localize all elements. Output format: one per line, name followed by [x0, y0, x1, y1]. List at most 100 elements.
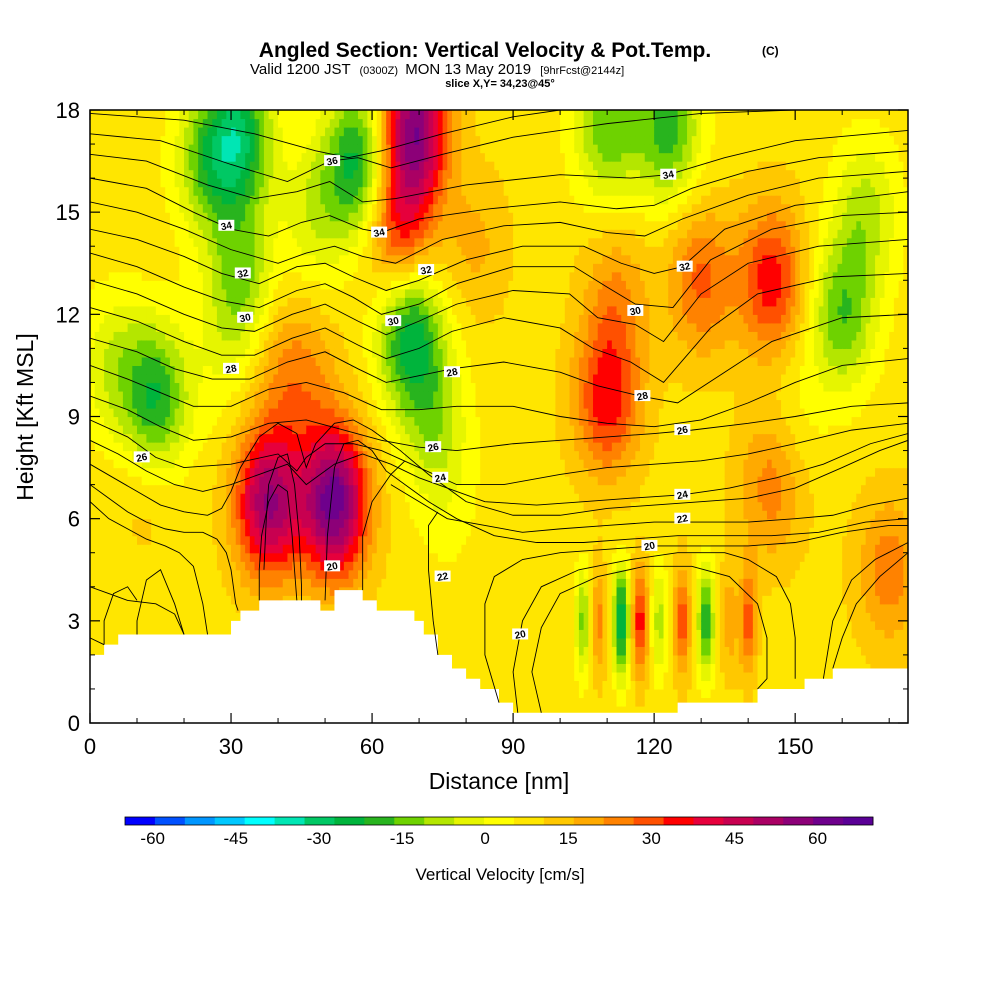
velocity-cell [386, 416, 392, 426]
velocity-cell [376, 407, 383, 418]
velocity-cell [278, 586, 284, 596]
velocity-cell [193, 127, 199, 137]
velocity-cell [184, 186, 190, 196]
velocity-cell [273, 544, 279, 554]
velocity-cell [90, 178, 96, 188]
velocity-cell [282, 314, 289, 324]
velocity-cell [339, 152, 345, 162]
velocity-cell [263, 339, 270, 349]
velocity-cell [160, 390, 166, 401]
velocity-cell [235, 416, 242, 426]
velocity-cell [90, 637, 96, 647]
velocity-cell [334, 246, 340, 256]
velocity-cell [216, 399, 223, 409]
velocity-cell [108, 390, 115, 401]
velocity-cell [310, 237, 317, 247]
velocity-cell [207, 246, 213, 256]
velocity-cell [292, 339, 298, 349]
velocity-cell [329, 348, 336, 358]
velocity-cell [404, 118, 411, 128]
velocity-cell [132, 501, 138, 511]
velocity-cell [94, 459, 100, 469]
subtitle-forecast: [9hrFcst@2144z] [540, 65, 624, 77]
velocity-cell [99, 561, 105, 571]
velocity-cell [315, 254, 321, 264]
velocity-cell [146, 399, 152, 409]
velocity-cell [94, 603, 100, 613]
velocity-cell [353, 501, 359, 511]
velocity-cell [141, 186, 148, 196]
velocity-cell [193, 399, 199, 409]
velocity-cell [137, 203, 143, 213]
velocity-cell [268, 237, 274, 247]
velocity-cell [310, 586, 317, 596]
velocity-cell [301, 229, 307, 239]
velocity-cell [315, 442, 321, 452]
velocity-cell [353, 578, 359, 588]
velocity-cell [231, 433, 237, 443]
velocity-cell [381, 365, 387, 375]
velocity-cell [296, 390, 303, 401]
velocity-cell [292, 127, 298, 137]
velocity-cell [357, 144, 364, 154]
velocity-cell [386, 297, 392, 307]
velocity-cell [202, 144, 209, 154]
velocity-cell [141, 110, 148, 120]
velocity-cell [141, 518, 148, 528]
velocity-cell [362, 203, 368, 213]
velocity-cell [132, 356, 138, 367]
velocity-cell [395, 535, 401, 545]
velocity-cell [207, 118, 213, 128]
velocity-cell [390, 527, 397, 537]
velocity-cell [353, 425, 359, 435]
velocity-cell [404, 373, 411, 384]
velocity-cell [146, 297, 152, 307]
velocity-cell [118, 297, 124, 307]
velocity-cell [306, 314, 312, 324]
velocity-cell [160, 629, 166, 639]
velocity-cell [179, 314, 185, 324]
velocity-cell [339, 297, 345, 307]
velocity-cell [179, 484, 185, 494]
velocity-cell [395, 144, 401, 154]
velocity-cell [90, 544, 96, 554]
velocity-cell [381, 476, 387, 486]
velocity-cell [381, 152, 387, 162]
velocity-cell [386, 501, 392, 511]
velocity-cell [151, 586, 157, 596]
velocity-cell [193, 322, 199, 332]
velocity-cell [386, 544, 392, 554]
velocity-cell [188, 467, 195, 477]
velocity-cell [146, 339, 152, 349]
velocity-cell [160, 203, 166, 213]
velocity-cell [301, 127, 307, 137]
velocity-cell [362, 501, 368, 511]
velocity-cell [372, 416, 378, 426]
velocity-cell [179, 169, 185, 179]
velocity-cell [367, 373, 373, 384]
velocity-cell [122, 518, 129, 528]
velocity-cell [376, 152, 383, 162]
velocity-cell [108, 161, 115, 171]
velocity-cell [381, 203, 387, 213]
velocity-cell [273, 586, 279, 596]
velocity-cell [325, 322, 331, 332]
velocity-cell [404, 484, 411, 494]
velocity-cell [315, 331, 321, 341]
velocity-cell [122, 110, 129, 120]
velocity-cell [184, 220, 190, 230]
velocity-cell [118, 271, 124, 281]
velocity-cell [278, 493, 284, 503]
velocity-cell [268, 212, 274, 222]
velocity-cell [409, 254, 415, 264]
velocity-cell [273, 442, 279, 452]
velocity-cell [372, 195, 378, 205]
velocity-cell [240, 161, 246, 171]
velocity-cell [212, 484, 218, 494]
velocity-cell [329, 501, 336, 511]
velocity-cell [296, 501, 303, 511]
velocity-cell [381, 578, 387, 588]
velocity-cell [390, 501, 397, 511]
velocity-cell [278, 186, 284, 196]
velocity-cell [404, 586, 411, 596]
